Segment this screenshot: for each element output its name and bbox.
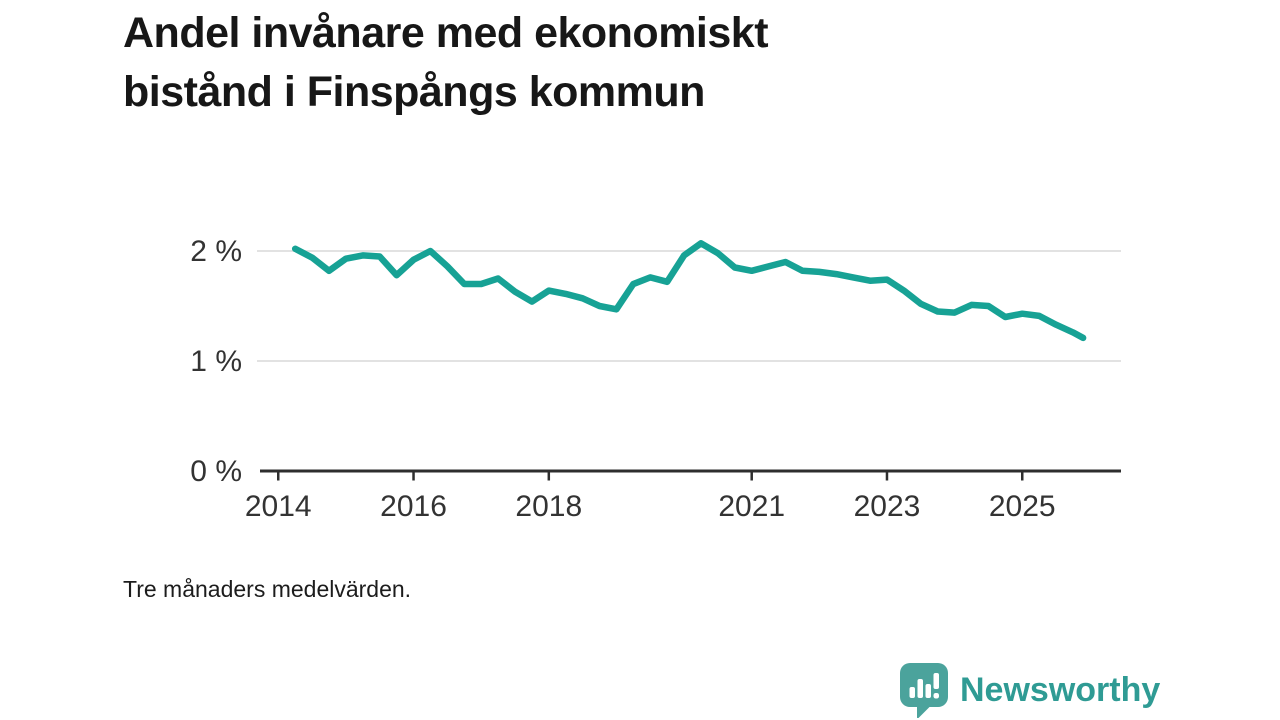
newsworthy-logo: Newsworthy [899,662,1160,718]
page-title-line-2: bistånd i Finspångs kommun [123,68,705,116]
page-title: Andel invånare med ekonomiskt bistånd i F… [123,4,769,122]
x-axis-tick-label: 2023 [854,490,921,523]
x-axis-tick-label: 2021 [718,490,785,523]
x-axis-tick-label: 2018 [515,490,582,523]
newsworthy-logo-text: Newsworthy [960,671,1161,709]
y-axis-tick-label: 1 % [190,345,242,378]
y-axis-tick-label: 0 % [190,455,242,488]
bar-chart-glyph [909,673,939,699]
chart-footnote: Tre månaders medelvärden. [123,576,412,602]
newsworthy-bar-chart-speech-bubble-icon [900,663,948,718]
data-line [291,240,1087,342]
speech-bubble-shape [900,663,948,718]
x-axis: 2014 2016 2018 2021 2023 2025 [245,469,1121,523]
y-axis-tick-label: 2 % [190,235,242,268]
y-axis: 0 % 1 % 2 % [190,235,242,488]
data-series [291,240,1087,342]
x-axis-tick-label: 2014 [245,490,312,523]
x-axis-tick-label: 2025 [989,490,1056,523]
page-title-line-1: Andel invånare med ekonomiskt [123,9,769,57]
x-axis-tick-label: 2016 [380,490,447,523]
